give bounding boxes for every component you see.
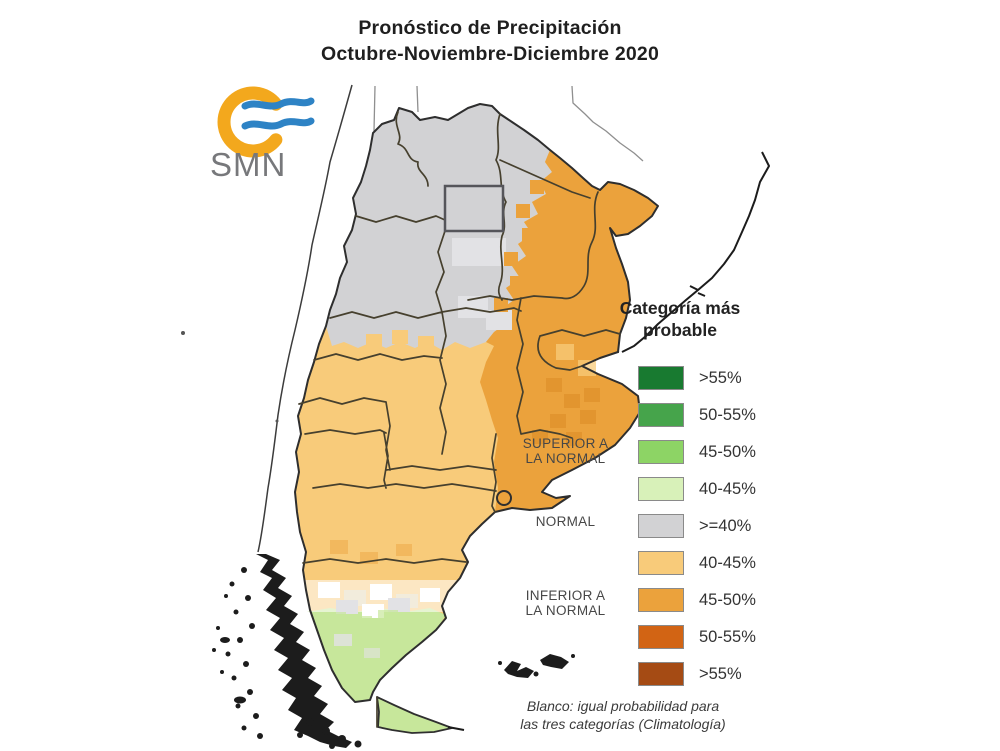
peninsula-valdes xyxy=(496,490,512,506)
legend-swatch xyxy=(638,551,684,575)
north-gray-zone xyxy=(326,104,552,350)
legend-row: 50-55% xyxy=(638,625,756,649)
legend-group-normal: NORMAL xyxy=(535,514,596,529)
argentina-outline xyxy=(294,103,659,703)
chile-coastline xyxy=(257,84,353,553)
legend-row: >=40% xyxy=(638,514,756,538)
logo-sun-ring-icon xyxy=(217,86,283,158)
title-line-2: Octubre-Noviembre-Diciembre 2020 xyxy=(320,42,660,65)
legend-row: 50-55% xyxy=(638,403,756,427)
legend-row-label: 50-55% xyxy=(699,405,756,424)
legend-swatch xyxy=(638,588,684,612)
legend-row-label: 50-55% xyxy=(699,627,756,646)
province-borders xyxy=(298,111,621,564)
legend-row-label: 45-50% xyxy=(699,590,756,609)
raster-cells xyxy=(305,180,600,658)
legend-row: >55% xyxy=(638,366,756,390)
malvinas-islands-icon xyxy=(498,654,575,678)
legend-swatch xyxy=(638,662,684,686)
legend-swatch xyxy=(638,440,684,464)
smn-logo: SMN xyxy=(205,80,325,190)
legend-row: 45-50% xyxy=(638,440,756,464)
legend-swatch xyxy=(638,625,684,649)
legend-group-inferior: INFERIOR A LA NORMAL xyxy=(525,588,606,618)
legend-swatch xyxy=(638,514,684,538)
tierra-del-fuego xyxy=(376,696,465,734)
legend-row-label: >55% xyxy=(699,664,742,683)
footnote: Blanco: igual probabilidad para las tres… xyxy=(520,698,726,733)
legend-group-superior: SUPERIOR A LA NORMAL xyxy=(522,436,609,466)
logo-waves-icon xyxy=(241,97,315,130)
legend-swatch xyxy=(638,477,684,501)
legend-row-label: 40-45% xyxy=(699,479,756,498)
legend-row: 40-45% xyxy=(638,477,756,501)
legend-row: 40-45% xyxy=(638,551,756,575)
legend-row-label: 40-45% xyxy=(699,553,756,572)
brazil-coastline xyxy=(621,151,770,353)
legend-rows: >55% 50-55% 45-50% 40-45% >=40% 40-45% 45-50% 5… xyxy=(638,366,756,699)
legend-row-label: 45-50% xyxy=(699,442,756,461)
legend-row-label: >=40% xyxy=(699,516,752,535)
smn-logo-graphic xyxy=(217,86,315,158)
legend-row-label: >55% xyxy=(699,368,742,387)
logo-text: SMN xyxy=(210,146,287,183)
chilean-fjords xyxy=(212,554,362,749)
figure-title: Pronóstico de Precipitación Octubre-Novi… xyxy=(240,16,740,67)
title-line-1: Pronóstico de Precipitación xyxy=(358,17,622,39)
legend-swatch xyxy=(638,366,684,390)
legend-row: >55% xyxy=(638,662,756,686)
legend-swatch xyxy=(638,403,684,427)
legend-title: Categoría más probable xyxy=(619,298,741,340)
legend-row: 45-50% xyxy=(638,588,756,612)
highlight-box xyxy=(443,184,505,233)
